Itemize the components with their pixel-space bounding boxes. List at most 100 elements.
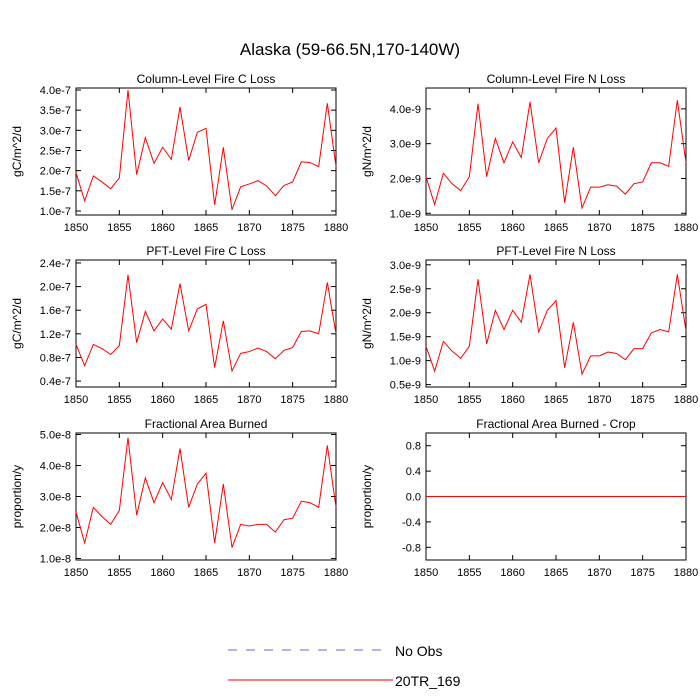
y-tick-label: 0.8 (406, 441, 421, 453)
panel-title: PFT-Level Fire N Loss (496, 244, 615, 258)
panel-title: Fractional Area Burned - Crop (476, 417, 636, 431)
y-tick-label: 0.4 (406, 466, 421, 478)
y-tick-label: 1.2e-7 (40, 329, 71, 341)
x-tick-label: 1865 (544, 222, 568, 234)
series-line-20tr-169 (75, 274, 337, 373)
x-tick-label: 1865 (194, 394, 218, 406)
y-tick-label: 3.0e-9 (390, 260, 421, 272)
x-tick-label: 1875 (280, 222, 304, 234)
x-tick-label: 1875 (630, 567, 654, 579)
panel-5: Fractional Area Burned proportion/y 1850 18… (10, 417, 348, 579)
x-tick-label: 1855 (107, 394, 131, 406)
plot-frame (425, 87, 687, 216)
x-tick-label: 1860 (500, 567, 524, 579)
x-tick-label: 1855 (457, 222, 481, 234)
series-line-20tr-169 (75, 89, 337, 210)
plot-frame (75, 432, 337, 561)
x-tick-label: 1860 (500, 394, 524, 406)
y-tick-label: 2.0e-9 (390, 173, 421, 185)
y-tick-label: 3.0e-7 (40, 125, 71, 137)
y-tick-label: -0.8 (402, 542, 421, 554)
x-tick-label: 1850 (414, 394, 438, 406)
x-tick-label: 1850 (64, 394, 88, 406)
panel-title: Column-Level Fire C Loss (137, 72, 276, 86)
y-tick-label: 0.0 (406, 492, 421, 504)
y-tick-label: 2.0e-7 (40, 166, 71, 178)
x-tick-label: 1855 (107, 222, 131, 234)
series-line-20tr-169 (75, 437, 337, 548)
y-axis-label: gN/m^2/d (360, 126, 374, 177)
y-tick-label: 4.0e-7 (40, 85, 71, 97)
y-tick-label: 2.0e-8 (40, 522, 71, 534)
y-tick-label: 1.5e-7 (40, 186, 71, 198)
x-tick-label: 1870 (587, 394, 611, 406)
y-axis-label: gC/m^2/d (10, 298, 24, 349)
x-tick-label: 1880 (324, 222, 348, 234)
y-tick-label: 1.0e-7 (40, 206, 71, 218)
panel-6: Fractional Area Burned - Crop proportion/… (360, 417, 698, 579)
series-line-20tr-169 (425, 100, 687, 210)
x-tick-label: 1870 (587, 222, 611, 234)
y-tick-label: 2.5e-9 (390, 284, 421, 296)
y-axis-label: proportion/y (10, 465, 24, 528)
panel-1: Column-Level Fire C Loss gC/m^2/d 1850 1855… (10, 72, 348, 234)
y-tick-label: 1.0e-8 (40, 553, 71, 565)
x-tick-label: 1865 (544, 567, 568, 579)
x-tick-label: 1860 (150, 567, 174, 579)
y-tick-label: 5.0e-8 (40, 430, 71, 442)
x-tick-label: 1855 (457, 394, 481, 406)
x-tick-label: 1880 (674, 394, 698, 406)
series-line-20tr-169 (425, 274, 687, 376)
y-axis-label: gN/m^2/d (360, 298, 374, 349)
panel-title: PFT-Level Fire C Loss (146, 244, 265, 258)
x-tick-label: 1860 (150, 394, 174, 406)
y-tick-label: 2.4e-7 (40, 258, 71, 270)
legend-entry-20tr-169: 20TR_169 (228, 673, 461, 689)
x-tick-label: 1865 (194, 567, 218, 579)
y-tick-label: 1.6e-7 (40, 305, 71, 317)
y-tick-label: 2.5e-7 (40, 145, 71, 157)
panel-title: Column-Level Fire N Loss (487, 72, 626, 86)
x-tick-label: 1875 (280, 394, 304, 406)
y-tick-label: 2.0e-9 (390, 308, 421, 320)
y-tick-label: 3.5e-7 (40, 105, 71, 117)
x-tick-label: 1850 (414, 567, 438, 579)
x-tick-label: 1880 (324, 567, 348, 579)
y-tick-label: 1.5e-9 (390, 332, 421, 344)
x-tick-label: 1875 (280, 567, 304, 579)
x-tick-label: 1880 (324, 394, 348, 406)
panel-3: PFT-Level Fire C Loss gC/m^2/d 1850 1855 186… (10, 244, 348, 406)
x-tick-label: 1865 (194, 222, 218, 234)
x-tick-label: 1880 (674, 567, 698, 579)
panel-title: Fractional Area Burned (145, 417, 268, 431)
x-tick-label: 1870 (237, 394, 261, 406)
x-tick-label: 1870 (237, 567, 261, 579)
y-tick-label: 3.0e-9 (390, 139, 421, 151)
legend: No Obs 20TR_169 (228, 643, 461, 689)
y-axis-label: proportion/y (360, 465, 374, 528)
legend-label-no-obs: No Obs (395, 643, 442, 659)
legend-entry-no-obs: No Obs (228, 643, 442, 659)
x-tick-label: 1875 (630, 222, 654, 234)
plot-frame (425, 259, 687, 388)
x-tick-label: 1855 (107, 567, 131, 579)
y-tick-label: 0.4e-7 (40, 376, 71, 388)
y-tick-label: 3.0e-8 (40, 492, 71, 504)
x-tick-label: 1870 (587, 567, 611, 579)
y-tick-label: 0.8e-7 (40, 352, 71, 364)
panels: Column-Level Fire C Loss gC/m^2/d 1850 1855… (10, 72, 698, 579)
y-tick-label: 0.5e-9 (390, 380, 421, 392)
x-tick-label: 1860 (150, 222, 174, 234)
y-tick-label: 4.0e-9 (390, 104, 421, 116)
x-tick-label: 1860 (500, 222, 524, 234)
x-tick-label: 1875 (630, 394, 654, 406)
x-tick-label: 1855 (457, 567, 481, 579)
y-tick-label: 4.0e-8 (40, 461, 71, 473)
x-tick-label: 1850 (64, 567, 88, 579)
plot-frame (75, 259, 337, 388)
x-tick-label: 1880 (674, 222, 698, 234)
y-axis-label: gC/m^2/d (10, 126, 24, 177)
panel-4: PFT-Level Fire N Loss gN/m^2/d 1850 1855 186… (360, 244, 698, 406)
x-tick-label: 1850 (64, 222, 88, 234)
